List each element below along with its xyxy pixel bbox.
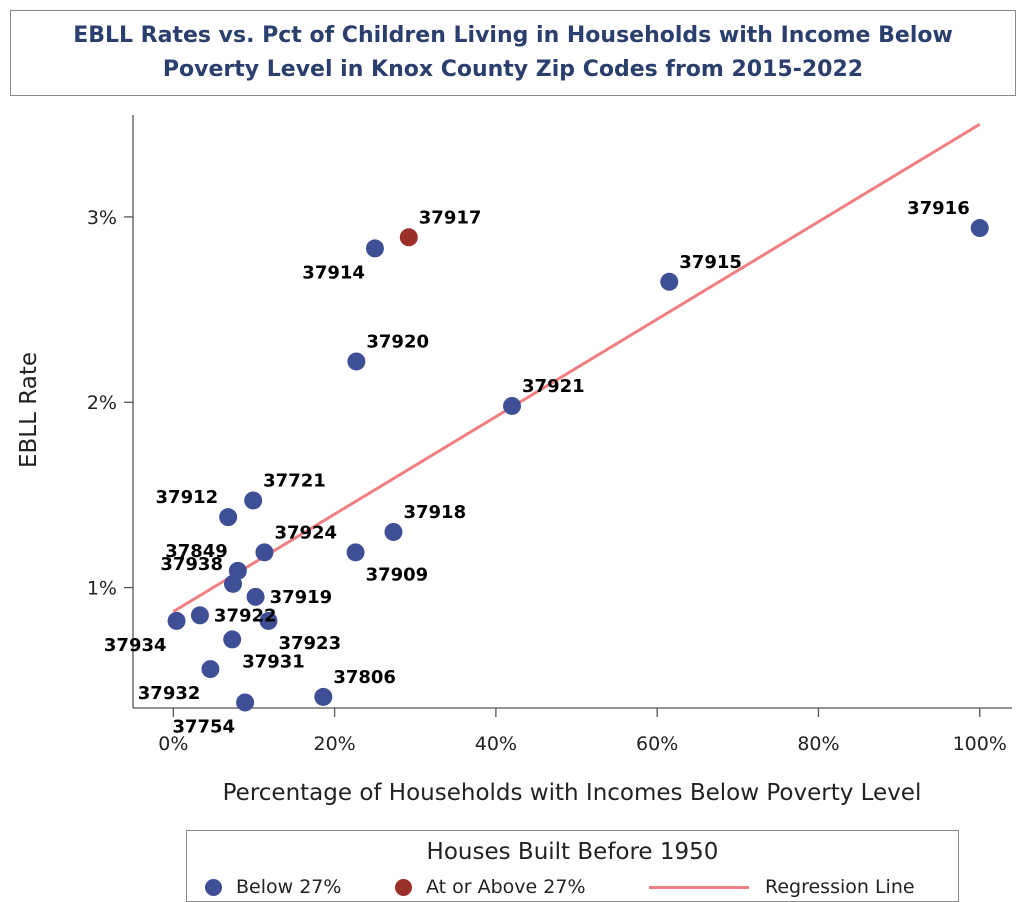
legend-item-regression: Regression Line (649, 875, 915, 899)
x-tick-label: 60% (636, 733, 678, 755)
data-point-37721 (244, 491, 263, 510)
point-label-37754: 37754 (172, 716, 235, 737)
legend-item-above: At or Above 27% (395, 875, 586, 899)
legend-title: Houses Built Before 1950 (426, 839, 719, 865)
data-point-37920 (347, 352, 366, 371)
y-tick-label: 3% (87, 207, 117, 229)
x-tick-label: 80% (797, 733, 839, 755)
legend-label-below: Below 27% (236, 876, 342, 898)
data-point-37923 (259, 611, 278, 630)
point-label-37912: 37912 (156, 487, 219, 508)
y-tick-label: 1% (87, 578, 117, 600)
data-point-37806 (314, 687, 333, 706)
points-layer (167, 219, 989, 712)
point-label-37918: 37918 (403, 502, 466, 523)
point-label-37915: 37915 (679, 252, 742, 273)
data-point-37921 (503, 396, 522, 415)
chart-title: EBLL Rates vs. Pct of Children Living in… (73, 23, 953, 82)
data-point-37922 (190, 606, 209, 625)
point-label-37921: 37921 (522, 376, 585, 397)
point-label-37934: 37934 (104, 635, 167, 656)
point-label-37849: 37849 (165, 541, 228, 562)
data-point-37924 (255, 543, 274, 562)
data-point-37934 (167, 611, 186, 630)
data-point-37916 (970, 219, 989, 238)
point-label-37938: 37938 (160, 554, 223, 575)
regression-line (172, 122, 981, 613)
labels-layer: 37916 37915 37914 37920 37921 37912 37721 37918… (104, 198, 970, 737)
data-point-37912 (219, 508, 238, 527)
data-point-37915 (660, 272, 679, 291)
y-axis-title: EBLL Rate (16, 352, 42, 468)
data-point-37909 (346, 543, 365, 562)
point-label-37909: 37909 (366, 564, 429, 585)
point-label-37806: 37806 (333, 667, 396, 688)
data-point-37932 (201, 660, 220, 679)
x-tick-label: 20% (313, 733, 355, 755)
point-label-37917: 37917 (419, 207, 482, 228)
point-label-37914: 37914 (302, 262, 365, 283)
x-tick-label: 40% (475, 733, 517, 755)
legend: Houses Built Before 1950 Below 27% At or… (186, 830, 959, 902)
legend-marker-below (205, 878, 222, 896)
regression-layer (172, 122, 981, 613)
point-label-37924: 37924 (274, 522, 337, 543)
point-label-37919: 37919 (270, 587, 333, 608)
y-tick-label: 2% (87, 392, 117, 414)
data-point-37754 (236, 693, 255, 712)
x-axis-title: Percentage of Households with Incomes Be… (223, 780, 922, 806)
point-label-37922: 37922 (214, 605, 277, 626)
legend-item-below: Below 27% (205, 875, 341, 899)
chart-title-box: EBLL Rates vs. Pct of Children Living in… (10, 10, 1016, 96)
scatter-plot: 0% 20% 40% 60% 80% 100% 1% 2% 3% 37916 37915 37914… (16, 115, 1012, 806)
data-point-37917 (399, 228, 418, 247)
data-point-37919 (246, 587, 265, 606)
x-tick-label: 100% (953, 733, 1007, 755)
legend-marker-above (395, 878, 412, 896)
legend-label-regression: Regression Line (765, 876, 915, 898)
point-label-37932: 37932 (138, 683, 201, 704)
legend-marker-regression (649, 885, 749, 889)
legend-label-above: At or Above 27% (426, 876, 586, 898)
point-label-37916: 37916 (907, 198, 970, 219)
point-label-37923: 37923 (278, 633, 341, 654)
data-point-37938 (223, 574, 242, 593)
data-point-37918 (384, 522, 403, 541)
point-label-37721: 37721 (263, 470, 326, 491)
x-tick-label: 0% (158, 733, 188, 755)
data-point-37931 (223, 630, 242, 649)
axes: 0% 20% 40% 60% 80% 100% 1% 2% 3% (87, 115, 1012, 755)
point-label-37931: 37931 (242, 651, 305, 672)
data-point-37914 (365, 239, 384, 258)
point-label-37920: 37920 (366, 331, 429, 352)
